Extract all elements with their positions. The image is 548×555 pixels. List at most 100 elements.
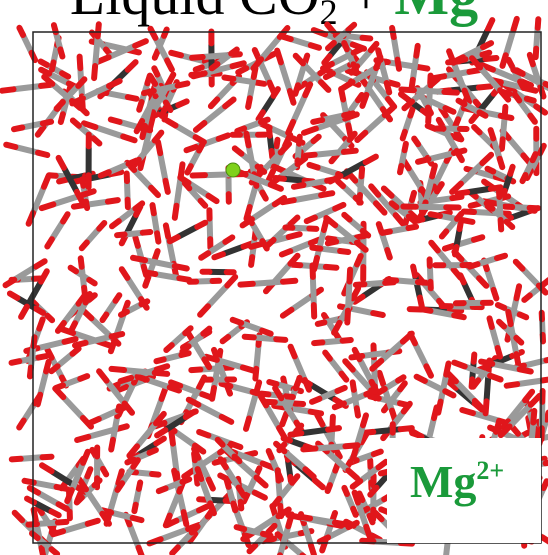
co2-molecule bbox=[445, 237, 482, 248]
co2-molecule bbox=[359, 169, 362, 203]
bond bbox=[90, 430, 115, 437]
bond bbox=[525, 392, 532, 401]
co2-molecule bbox=[325, 353, 346, 380]
bond bbox=[116, 295, 120, 301]
co2-molecule bbox=[430, 259, 431, 288]
bond bbox=[379, 462, 387, 468]
bond bbox=[156, 359, 163, 361]
bond bbox=[75, 343, 86, 346]
bond bbox=[474, 237, 482, 240]
bond bbox=[52, 549, 58, 554]
co2-molecule bbox=[153, 205, 159, 242]
bond bbox=[313, 120, 322, 122]
bond bbox=[139, 548, 143, 555]
bond bbox=[326, 267, 337, 268]
bond bbox=[82, 191, 94, 195]
page: Liquid CO2+Mg Mg2+ (() => { const data =… bbox=[0, 0, 548, 555]
bond bbox=[373, 313, 383, 315]
bond bbox=[17, 147, 38, 152]
bond bbox=[494, 139, 500, 158]
bond bbox=[497, 256, 505, 258]
bond bbox=[267, 406, 279, 427]
bond bbox=[294, 185, 304, 187]
bond bbox=[316, 152, 343, 155]
bond bbox=[36, 309, 44, 313]
bond bbox=[14, 128, 22, 130]
bond bbox=[52, 512, 59, 516]
bond bbox=[159, 488, 166, 491]
bond bbox=[460, 222, 461, 229]
bond bbox=[428, 126, 435, 129]
bond bbox=[379, 389, 384, 392]
bond bbox=[447, 220, 457, 231]
co2-molecule bbox=[434, 70, 480, 78]
bond bbox=[363, 38, 371, 39]
bond bbox=[184, 512, 187, 524]
bond bbox=[474, 127, 480, 132]
bond bbox=[46, 362, 49, 372]
bond bbox=[59, 504, 67, 509]
co2-molecule bbox=[328, 465, 338, 491]
bond bbox=[452, 306, 472, 307]
bond bbox=[382, 232, 390, 233]
bond bbox=[150, 450, 156, 453]
bond bbox=[290, 433, 301, 435]
bond bbox=[445, 246, 453, 249]
bond bbox=[488, 169, 494, 172]
bond bbox=[39, 356, 47, 358]
co2-molecule bbox=[175, 164, 183, 218]
bond bbox=[401, 90, 414, 91]
bond bbox=[71, 268, 76, 272]
bond bbox=[416, 344, 426, 365]
bond bbox=[269, 526, 275, 532]
bond bbox=[350, 220, 362, 230]
bond bbox=[500, 159, 503, 167]
bond bbox=[80, 57, 81, 69]
bond bbox=[272, 151, 273, 157]
bond bbox=[326, 74, 333, 78]
bond bbox=[371, 186, 378, 194]
bond bbox=[56, 33, 60, 49]
bond bbox=[95, 38, 97, 65]
bond bbox=[59, 180, 67, 182]
bond bbox=[209, 480, 213, 489]
bond bbox=[409, 227, 417, 228]
bond bbox=[101, 172, 109, 175]
bond bbox=[233, 63, 244, 66]
bond bbox=[276, 178, 284, 179]
bond bbox=[209, 286, 227, 305]
bond bbox=[157, 366, 168, 369]
bond bbox=[175, 266, 187, 268]
bond bbox=[335, 523, 345, 525]
bond bbox=[344, 488, 347, 494]
co2-molecule bbox=[274, 406, 321, 414]
bond bbox=[196, 123, 205, 130]
bond bbox=[445, 108, 453, 112]
bond bbox=[162, 388, 166, 399]
co2-molecule bbox=[199, 499, 233, 501]
bond bbox=[15, 86, 40, 89]
bond bbox=[343, 82, 353, 88]
bond bbox=[82, 179, 83, 186]
bond bbox=[185, 183, 190, 188]
bond bbox=[88, 521, 98, 524]
bond bbox=[269, 451, 272, 457]
bond bbox=[463, 220, 473, 222]
bond bbox=[194, 454, 195, 461]
bond bbox=[328, 242, 336, 244]
bond bbox=[83, 452, 88, 463]
bond bbox=[295, 195, 320, 200]
bond bbox=[355, 493, 358, 503]
bond bbox=[174, 471, 177, 483]
bond bbox=[133, 258, 145, 260]
bond bbox=[191, 370, 200, 371]
bond bbox=[127, 460, 133, 463]
bond bbox=[334, 323, 339, 333]
bond bbox=[409, 169, 421, 188]
bond bbox=[249, 394, 256, 417]
bond bbox=[344, 36, 361, 38]
bond bbox=[200, 306, 208, 315]
bond bbox=[135, 237, 137, 246]
co2-molecule bbox=[411, 46, 417, 90]
bond bbox=[490, 376, 501, 380]
